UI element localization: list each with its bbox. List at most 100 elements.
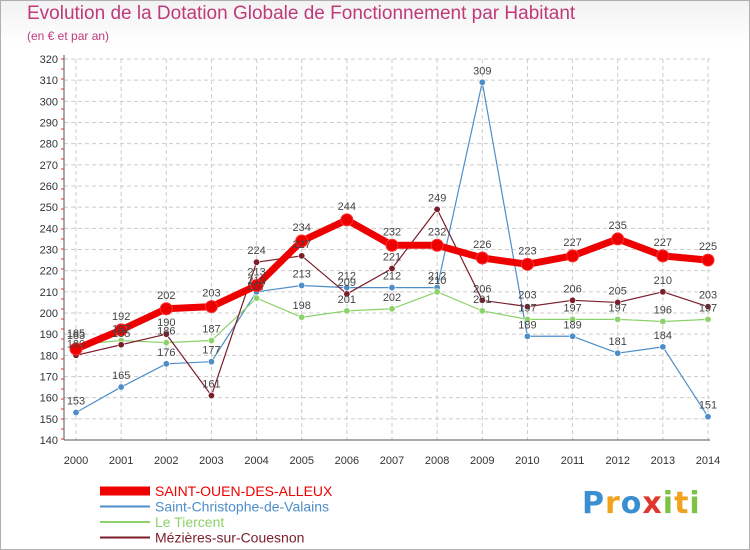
x-tick-label: 2014 xyxy=(696,455,720,467)
data-point xyxy=(523,315,531,323)
data-label: 190 xyxy=(157,317,175,329)
data-label: 232 xyxy=(383,226,401,238)
x-tick-label: 2011 xyxy=(561,455,585,467)
y-tick-label: 150 xyxy=(40,414,58,426)
data-point xyxy=(162,360,170,368)
data-point xyxy=(659,288,667,296)
data-label: 225 xyxy=(699,241,717,253)
data-label: 207 xyxy=(247,281,265,293)
y-tick-label: 260 xyxy=(40,181,58,193)
data-label: 212 xyxy=(338,271,356,283)
data-label: 189 xyxy=(563,319,581,331)
data-point xyxy=(162,330,170,338)
data-point xyxy=(520,257,534,271)
data-label: 197 xyxy=(609,302,627,314)
data-point xyxy=(114,323,128,337)
y-tick-label: 160 xyxy=(40,393,58,405)
data-point xyxy=(659,343,667,351)
x-tick-label: 2013 xyxy=(651,455,675,467)
data-point xyxy=(433,205,441,213)
data-label: 209 xyxy=(338,277,356,289)
y-tick-label: 250 xyxy=(40,202,58,214)
data-point xyxy=(343,307,351,315)
data-point xyxy=(388,305,396,313)
data-point xyxy=(566,249,580,263)
x-tick-label: 2009 xyxy=(470,455,494,467)
data-label: 202 xyxy=(383,292,401,304)
data-point xyxy=(253,294,261,302)
data-label: 180 xyxy=(67,338,85,350)
data-label: 227 xyxy=(563,237,581,249)
data-label: 221 xyxy=(383,252,401,264)
data-label: 185 xyxy=(67,328,85,340)
data-label: 234 xyxy=(293,222,311,234)
data-point xyxy=(204,300,218,314)
data-point xyxy=(295,234,309,248)
data-label: 210 xyxy=(428,275,446,287)
data-point xyxy=(117,383,125,391)
data-label: 201 xyxy=(338,294,356,306)
y-tick-label: 190 xyxy=(40,329,58,341)
x-tick-label: 2006 xyxy=(335,455,359,467)
y-tick-label: 180 xyxy=(40,350,58,362)
data-label: 213 xyxy=(293,268,311,280)
data-label: 227 xyxy=(293,239,311,251)
x-tick-label: 2003 xyxy=(199,455,223,467)
data-label: 197 xyxy=(699,302,717,314)
y-tick-label: 310 xyxy=(40,75,58,87)
data-point xyxy=(298,313,306,321)
data-point xyxy=(523,332,531,340)
data-label: 196 xyxy=(654,304,672,316)
chart-title: Evolution de la Dotation Globale de Fonc… xyxy=(27,3,576,24)
data-label: 184 xyxy=(654,330,672,342)
data-label: 203 xyxy=(518,290,536,302)
y-tick-label: 220 xyxy=(40,266,58,278)
y-tick-label: 200 xyxy=(40,308,58,320)
data-label: 176 xyxy=(157,347,175,359)
x-tick-label: 2002 xyxy=(154,455,178,467)
axes: 140 150 160 170 180 190 200 210 220 230 240 250 260 2… xyxy=(40,54,721,467)
data-point xyxy=(569,296,577,304)
data-point xyxy=(207,392,215,400)
data-label: 198 xyxy=(293,300,311,312)
data-point xyxy=(162,339,170,347)
data-point xyxy=(611,232,625,246)
data-label: 161 xyxy=(202,379,220,391)
x-tick-label: 2004 xyxy=(244,455,268,467)
x-tick-label: 2010 xyxy=(515,455,539,467)
data-point xyxy=(478,307,486,315)
data-point xyxy=(207,358,215,366)
x-tick-label: 2005 xyxy=(289,455,313,467)
data-label: 226 xyxy=(473,239,491,251)
data-point xyxy=(388,284,396,292)
data-label: 151 xyxy=(699,400,717,412)
proxiti-logo: Proxiti xyxy=(582,486,701,521)
legend-label: Mézières-sur-Couesnon xyxy=(155,530,304,546)
data-point xyxy=(159,302,173,316)
data-label: 206 xyxy=(473,283,491,295)
x-tick-label: 2012 xyxy=(605,455,629,467)
data-point xyxy=(701,253,715,267)
data-point xyxy=(659,317,667,325)
legend-label: SAINT-OUEN-DES-ALLEUX xyxy=(155,483,333,499)
data-point xyxy=(298,252,306,260)
data-point xyxy=(253,258,261,266)
y-tick-label: 280 xyxy=(40,139,58,151)
data-label: 206 xyxy=(563,283,581,295)
data-label: 223 xyxy=(518,245,536,257)
legend-label: Le Tiercent xyxy=(155,514,224,530)
data-point xyxy=(569,315,577,323)
chart-subtitle: (en € et par an) xyxy=(27,29,110,43)
data-point xyxy=(298,281,306,289)
data-label: 244 xyxy=(338,201,356,213)
x-tick-label: 2001 xyxy=(109,455,133,467)
data-point xyxy=(388,265,396,273)
y-tick-label: 300 xyxy=(40,96,58,108)
data-label: 186 xyxy=(157,326,175,338)
data-point xyxy=(433,288,441,296)
data-label: 235 xyxy=(609,220,627,232)
y-tick-label: 210 xyxy=(40,287,58,299)
data-point xyxy=(343,290,351,298)
